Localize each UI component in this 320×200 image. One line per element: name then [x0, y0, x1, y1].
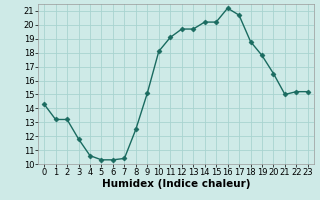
X-axis label: Humidex (Indice chaleur): Humidex (Indice chaleur)	[102, 179, 250, 189]
